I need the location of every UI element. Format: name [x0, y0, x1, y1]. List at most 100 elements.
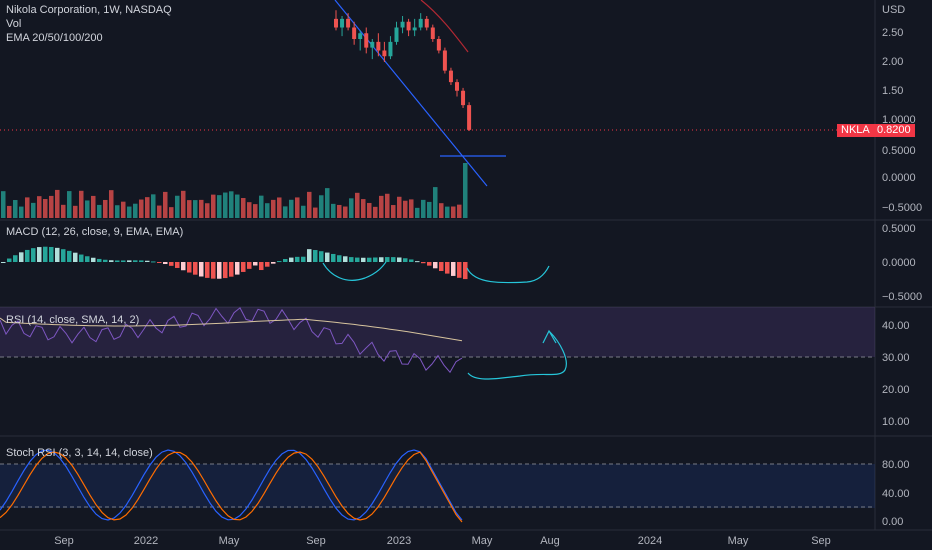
volume-bar [175, 195, 180, 218]
last-price-badge: 0.8200 [873, 124, 915, 137]
macd-histogram-bar [157, 262, 162, 263]
macd-histogram-bar [127, 260, 132, 262]
price-tick-label: 2.50 [882, 27, 903, 39]
candle-body [394, 27, 399, 42]
macd-histogram-bar [355, 257, 360, 262]
volume-bar [235, 194, 240, 218]
volume-bar [223, 192, 228, 218]
volume-bar [331, 203, 336, 218]
price-tick-label: −0.5000 [882, 202, 922, 214]
macd-histogram-bar [163, 262, 168, 265]
macd-histogram-bar [79, 254, 84, 262]
time-axis-label: 2023 [387, 535, 411, 547]
volume-bar [445, 206, 450, 218]
time-axis-label: Sep [306, 535, 326, 547]
macd-histogram-bar [133, 260, 138, 262]
macd-histogram-bar [385, 257, 390, 262]
volume-bar [391, 205, 396, 218]
macd-histogram-bar [295, 256, 300, 262]
macd-histogram-bar [193, 262, 198, 275]
volume-bar [319, 195, 324, 218]
macd-histogram-bar [7, 258, 12, 262]
macd-histogram-bar [151, 261, 156, 263]
macd-histogram-bar [235, 262, 240, 275]
candle-body [376, 41, 381, 51]
candle-body [412, 27, 417, 31]
macd-histogram-bar [445, 262, 450, 274]
volume-bar [151, 194, 156, 218]
macd-histogram-bar [379, 257, 384, 262]
macd-histogram-bar [103, 259, 108, 262]
macd-histogram-bar [37, 247, 42, 262]
volume-bar [31, 202, 36, 218]
volume-bar [145, 197, 150, 218]
time-axis-label: 2022 [134, 535, 158, 547]
candle-body [364, 33, 369, 48]
volume-bar [415, 207, 420, 218]
volume-bar [43, 199, 48, 218]
volume-bar [55, 189, 60, 218]
volume-bar [463, 163, 468, 218]
macd-histogram-bar [373, 257, 378, 262]
candle-body [370, 41, 375, 48]
volume-bar [343, 206, 348, 218]
volume-bar [457, 204, 462, 218]
volume-bar [307, 191, 312, 218]
volume-bar [85, 200, 90, 218]
volume-bar [109, 190, 114, 218]
macd-histogram-bar [319, 251, 324, 262]
volume-bar [337, 204, 342, 218]
volume-bar [97, 204, 102, 218]
rsi-ma-line [0, 317, 463, 342]
legend-group: Nikola Corporation, 1W, NASDAQ Vol EMA 2… [6, 3, 172, 45]
volume-bar [139, 199, 144, 218]
macd-histogram-bar [361, 257, 366, 262]
rsi-label: RSI (14, close, SMA, 14, 2) [6, 314, 140, 326]
macd-histogram-bar [337, 255, 342, 262]
candle-body [461, 90, 466, 106]
candle-body [340, 18, 345, 28]
symbol-title: Nikola Corporation, 1W, NASDAQ [6, 4, 172, 16]
macd-histogram-bar [115, 260, 120, 262]
price-tick-label: 1.0000 [882, 114, 916, 126]
macd-histogram-bar [415, 261, 420, 263]
macd-histogram-bar [13, 255, 18, 262]
volume-bar [349, 198, 354, 218]
volume-bar [397, 196, 402, 218]
macd-histogram-bar [217, 262, 222, 279]
volume-bar [253, 204, 258, 218]
candle-body [406, 21, 411, 31]
macd-projection-drawing [466, 265, 550, 284]
macd-histogram-bar [271, 262, 276, 264]
volume-bar [439, 203, 444, 218]
macd-histogram-bar [307, 249, 312, 262]
volume-bar [163, 191, 168, 218]
macd-histogram-bar [241, 262, 246, 272]
volume-bar [121, 201, 126, 218]
macd-label: MACD (12, 26, close, 9, EMA, EMA) [6, 226, 184, 238]
macd-histogram-bar [367, 257, 372, 262]
time-axis-label: Aug [540, 535, 560, 547]
ema-line [420, 0, 469, 53]
rsi-projection-drawing [467, 329, 567, 380]
volume-bar [283, 206, 288, 218]
stoch-tick-label: 40.00 [882, 488, 910, 500]
time-axis-label: Sep [811, 535, 831, 547]
macd-histogram-bar [439, 262, 444, 272]
stoch-rsi-label: Stoch RSI (3, 3, 14, 14, close) [6, 447, 153, 459]
volume-bar [91, 195, 96, 218]
volume-bar [19, 206, 24, 218]
volume-bar [241, 198, 246, 218]
volume-bar [49, 195, 54, 218]
volume-bar [361, 199, 366, 218]
volume-bar [229, 191, 234, 218]
volume-bar [133, 203, 138, 218]
candle-body [455, 82, 459, 91]
time-axis-label: May [472, 535, 493, 547]
rsi-line [0, 307, 463, 374]
macd-histogram-bar [31, 248, 36, 262]
macd-tick-label: 0.5000 [882, 223, 916, 235]
rsi-tick-label: 30.00 [882, 352, 910, 364]
volume-bar [379, 195, 384, 218]
